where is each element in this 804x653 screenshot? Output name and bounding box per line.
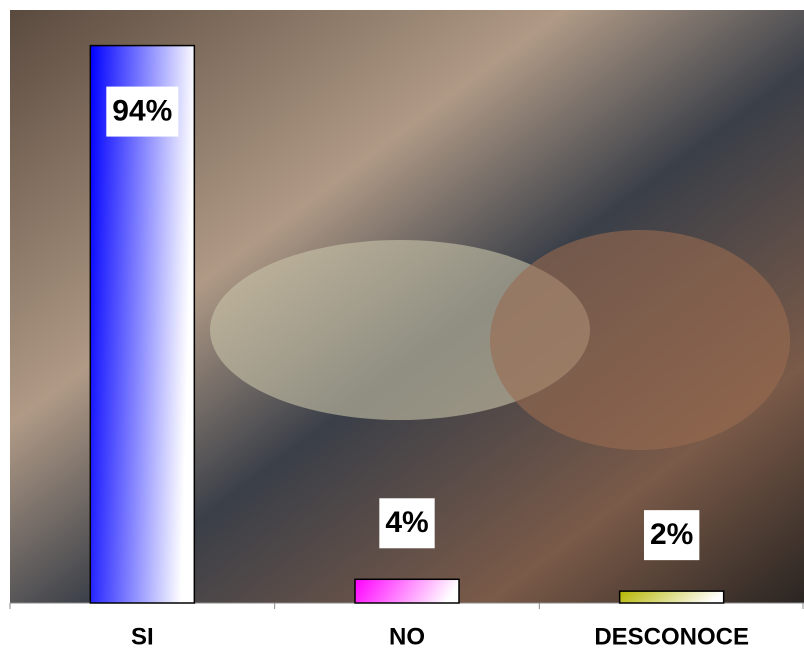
hand-hint bbox=[490, 230, 790, 450]
bar bbox=[89, 44, 196, 604]
bar bbox=[354, 578, 460, 604]
x-tick-label: NO bbox=[389, 623, 425, 650]
value-label: 4% bbox=[385, 506, 428, 539]
bar bbox=[618, 590, 725, 604]
x-tick-label: DESCONOCE bbox=[594, 623, 749, 650]
value-label: 2% bbox=[650, 518, 693, 551]
value-label: 94% bbox=[112, 95, 172, 128]
value-label-box bbox=[379, 498, 435, 549]
value-label-box bbox=[643, 510, 700, 561]
x-tick-label: SI bbox=[131, 623, 154, 650]
banknotes-hint bbox=[210, 240, 590, 420]
value-label-box bbox=[106, 86, 179, 137]
